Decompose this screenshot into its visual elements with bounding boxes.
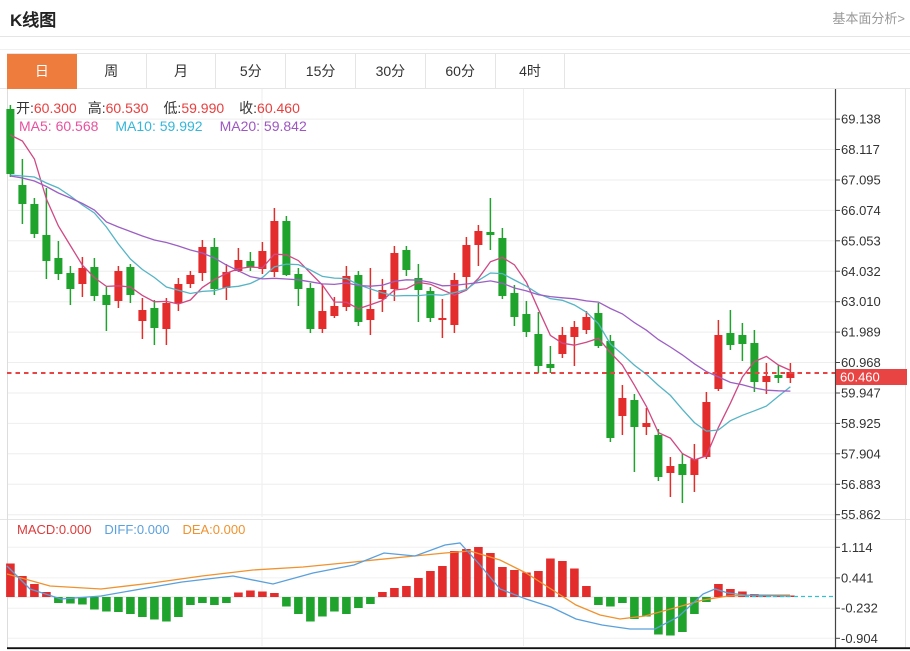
svg-text:59.947: 59.947 — [841, 386, 881, 401]
svg-text:-0.904: -0.904 — [841, 631, 878, 646]
svg-text:58.925: 58.925 — [841, 416, 881, 431]
svg-text:57.904: 57.904 — [841, 446, 881, 461]
svg-text:64.032: 64.032 — [841, 264, 881, 279]
svg-text:61.989: 61.989 — [841, 325, 881, 340]
svg-text:56.883: 56.883 — [841, 477, 881, 492]
svg-text:0.441: 0.441 — [841, 570, 874, 585]
svg-text:67.095: 67.095 — [841, 173, 881, 188]
svg-text:68.117: 68.117 — [841, 142, 880, 157]
svg-text:1.114: 1.114 — [841, 540, 873, 555]
svg-text:-0.232: -0.232 — [841, 601, 878, 616]
svg-text:69.138: 69.138 — [841, 112, 881, 127]
svg-text:55.862: 55.862 — [841, 507, 881, 522]
svg-text:63.010: 63.010 — [841, 294, 881, 309]
svg-text:60.968: 60.968 — [841, 355, 881, 370]
svg-text:66.074: 66.074 — [841, 203, 881, 218]
svg-text:60.460: 60.460 — [840, 370, 880, 385]
svg-text:65.053: 65.053 — [841, 233, 881, 248]
